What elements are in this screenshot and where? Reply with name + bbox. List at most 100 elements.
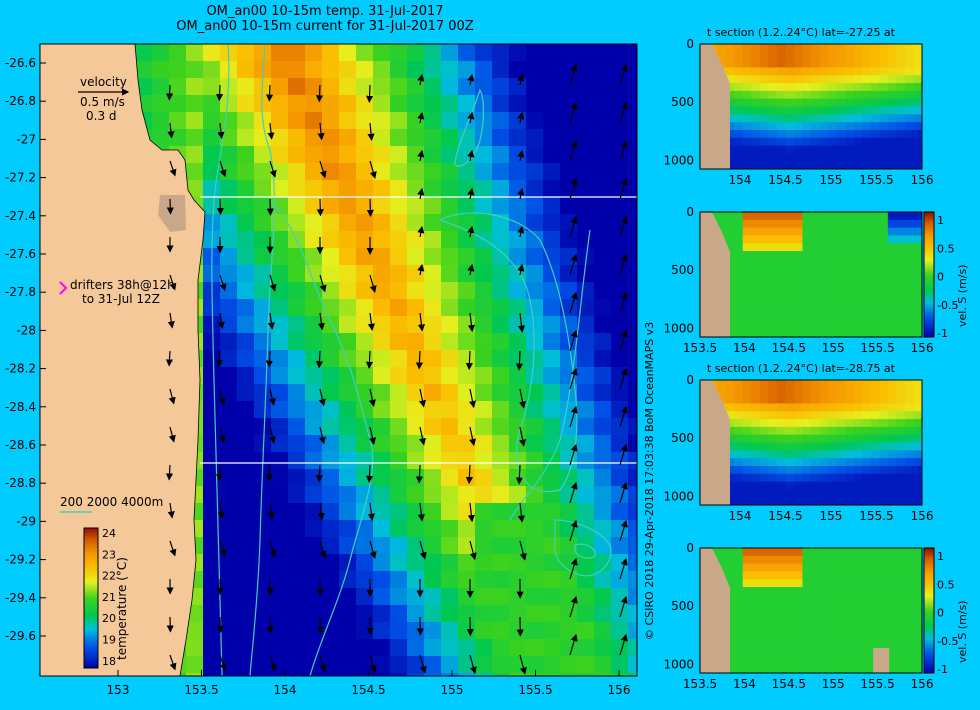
section-cell <box>819 114 829 123</box>
section-cell <box>862 219 872 229</box>
temperature-cell <box>441 95 459 113</box>
temperature-cell <box>611 554 629 572</box>
velocity-colorbar-segment <box>924 614 934 616</box>
section-cell <box>870 67 880 76</box>
colorbar-segment <box>84 586 98 588</box>
section-cell <box>734 44 744 53</box>
temperature-cell <box>322 129 340 147</box>
temperature-cell <box>407 486 425 504</box>
section-cell <box>759 153 769 162</box>
velocity-colorbar-segment <box>924 328 934 330</box>
temperature-cell <box>305 384 323 402</box>
section-cell <box>819 129 829 139</box>
temperature-cell <box>390 146 408 164</box>
velocity-colorbar-tick: 1 <box>937 550 944 563</box>
temperature-cell <box>390 503 408 521</box>
temperature-cell <box>373 673 391 676</box>
section-cell <box>811 450 820 459</box>
section-cell <box>742 153 752 162</box>
section-cell <box>896 594 906 604</box>
section-cell <box>793 641 803 650</box>
section-cell <box>793 274 803 283</box>
section-cell <box>734 657 744 666</box>
temperature-cell <box>611 316 629 334</box>
temperature-cell <box>203 605 221 623</box>
section-cell <box>913 212 923 221</box>
section-cell <box>862 602 872 611</box>
temperature-cell <box>220 180 238 198</box>
temperature-cell <box>356 367 374 385</box>
temperature-cell <box>441 418 459 436</box>
temperature-cell <box>390 163 408 181</box>
colorbar-segment <box>84 553 98 555</box>
section-cell <box>853 321 863 330</box>
section-cell <box>879 129 889 139</box>
temperature-cell <box>339 469 357 487</box>
temperature-cell <box>492 44 510 62</box>
temperature-cell <box>186 622 204 640</box>
section-cell <box>913 235 923 244</box>
section-cell <box>819 321 829 330</box>
section-cell <box>725 59 735 68</box>
section-cell <box>776 641 786 650</box>
temperature-cell <box>288 656 306 674</box>
section-cell <box>828 594 838 604</box>
colorbar-segment <box>84 543 98 545</box>
section-cell <box>776 274 786 283</box>
temperature-cell <box>339 384 357 402</box>
section-cell <box>819 465 829 475</box>
temperature-cell <box>390 520 408 538</box>
section-cell <box>870 243 880 252</box>
temperature-cell <box>288 367 306 385</box>
section-cell <box>870 548 880 557</box>
section-cell <box>819 305 829 314</box>
current-arrow <box>215 84 224 102</box>
temperature-cell <box>339 452 357 470</box>
temperature-cell <box>339 656 357 674</box>
section-cell <box>811 161 820 170</box>
temperature-cell <box>390 61 408 79</box>
velocity-colorbar-segment <box>924 562 934 564</box>
temperature-cell <box>628 605 637 623</box>
section-cell <box>759 251 769 260</box>
colorbar-segment <box>84 634 98 636</box>
section-cell <box>734 563 744 572</box>
section-cell <box>879 153 889 162</box>
temperature-cell <box>220 639 238 657</box>
colorbar-segment <box>84 531 98 533</box>
section-cell <box>785 548 795 557</box>
velocity-colorbar-segment <box>924 217 934 219</box>
temperature-cell <box>543 316 561 334</box>
section-cell <box>904 153 914 162</box>
colorbar-segment <box>84 599 98 601</box>
temperature-cell <box>271 112 289 130</box>
section-cell <box>802 83 812 92</box>
temperature-cell <box>373 605 391 623</box>
section-cell <box>751 129 761 139</box>
section-cell <box>734 90 744 100</box>
section-cell <box>862 44 872 53</box>
velocity-colorbar-label: vel. S (m/s) <box>956 600 969 663</box>
velocity-colorbar-segment <box>924 632 934 634</box>
section-cell <box>776 563 786 572</box>
section-cell <box>896 98 906 107</box>
temperature-cell <box>458 265 476 283</box>
section-cell <box>725 44 735 53</box>
section-cell <box>887 587 897 596</box>
temperature-cell <box>441 265 459 283</box>
section-cell <box>725 297 735 307</box>
velocity-colorbar-segment <box>924 635 934 637</box>
section-cell <box>896 44 906 53</box>
temperature-cell <box>220 520 238 538</box>
temperature-cell <box>407 673 425 676</box>
section-cell <box>862 161 872 170</box>
colorbar-segment <box>84 643 98 645</box>
section-cell <box>819 235 829 244</box>
section-cell <box>751 548 761 557</box>
current-arrow <box>517 111 525 124</box>
temperature-cell <box>594 435 612 453</box>
section-cell <box>742 137 752 146</box>
section-cell <box>725 419 735 428</box>
velocity-colorbar-segment <box>924 261 934 263</box>
